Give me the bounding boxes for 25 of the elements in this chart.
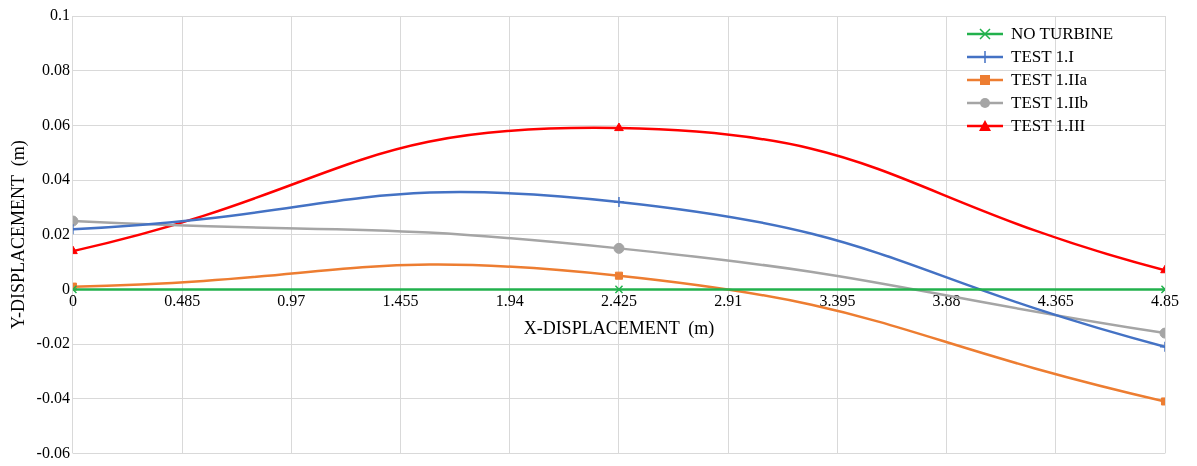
x-tick-label: 1.94 (495, 292, 524, 310)
x-tick-label: 2.425 (600, 292, 637, 310)
legend-label: TEST 1.III (1011, 115, 1086, 136)
x-tick-label: 0.97 (277, 292, 306, 310)
legend-label: NO TURBINE (1011, 23, 1114, 44)
x-tick-label: 3.395 (819, 292, 856, 310)
y-tick-label: 0 (61, 279, 70, 297)
y-tick-label: 0.1 (49, 6, 70, 24)
y-axis-title: Y-DISPLACEMENT (m) (7, 140, 29, 330)
x-tick-label: 1.455 (382, 292, 419, 310)
y-tick-label: 0.04 (41, 170, 70, 188)
y-tick-label: -0.04 (36, 388, 70, 406)
x-tick-label: 4.365 (1037, 292, 1074, 310)
y-tick-label: 0.06 (41, 115, 70, 133)
x-tick-label: 0.485 (164, 292, 201, 310)
y-tick-label: 0.08 (41, 60, 70, 78)
legend-label: TEST 1.IIa (1011, 69, 1088, 90)
x-tick-label: 2.91 (714, 292, 743, 310)
y-tick-label: -0.06 (36, 443, 70, 461)
x-tick-label: 4.85 (1151, 292, 1179, 310)
y-tick-label: 0.02 (41, 224, 70, 242)
y-tick-label: -0.02 (36, 334, 70, 352)
legend-label: TEST 1.I (1011, 46, 1074, 67)
legend-label: TEST 1.IIb (1011, 92, 1089, 113)
x-axis-title: X-DISPLACEMENT (m) (523, 318, 715, 340)
